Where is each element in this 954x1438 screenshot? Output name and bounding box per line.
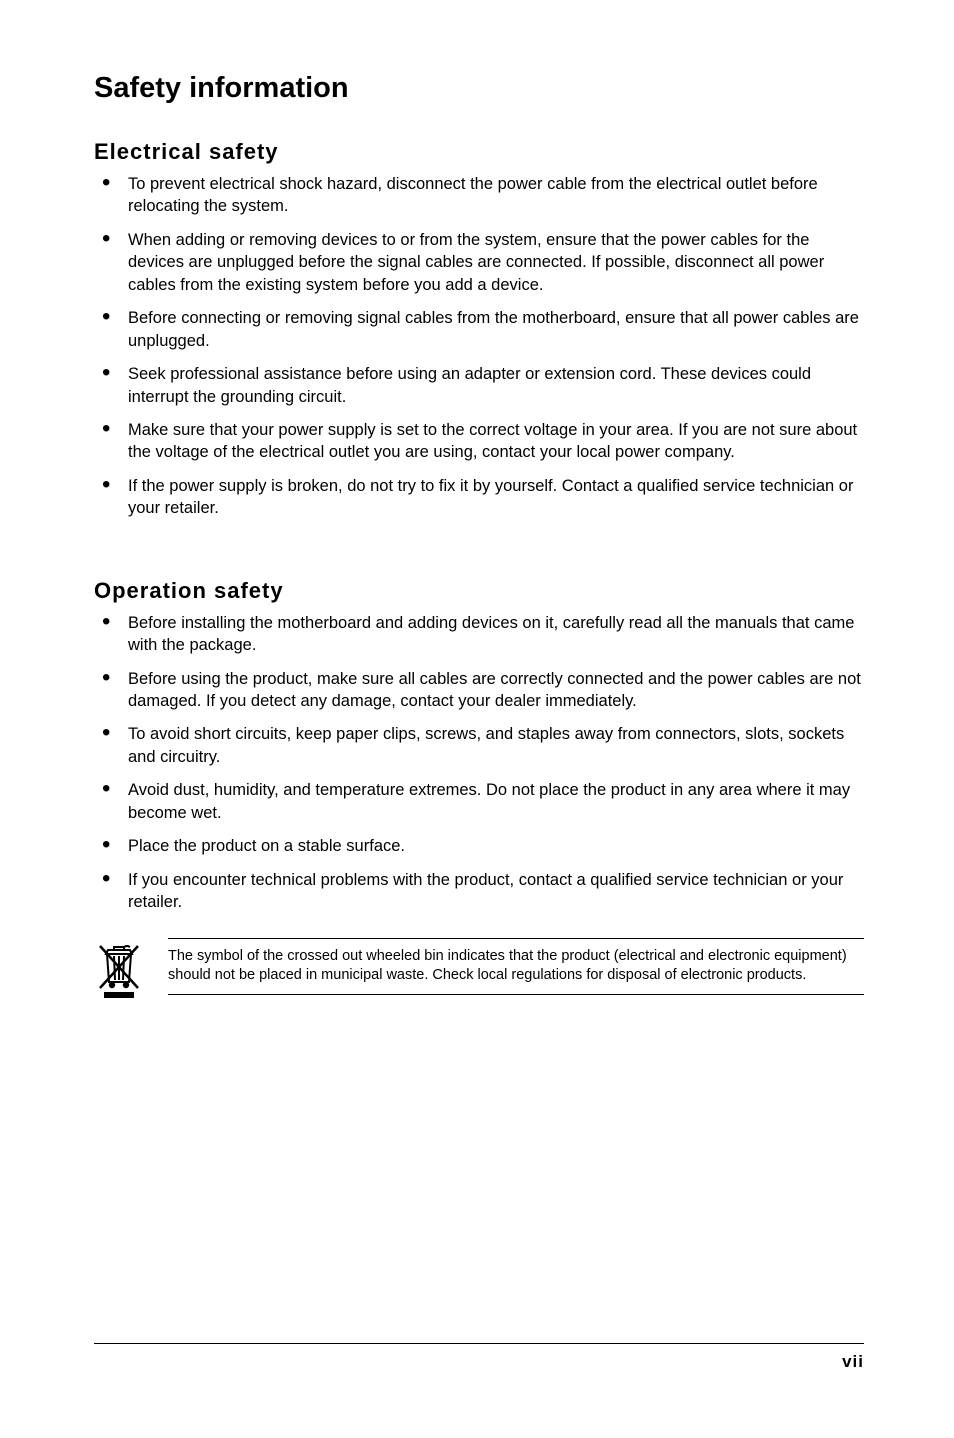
list-item: To prevent electrical shock hazard, disc… <box>94 173 864 218</box>
electrical-safety-list: To prevent electrical shock hazard, disc… <box>94 173 864 520</box>
list-item: Place the product on a stable surface. <box>94 835 864 857</box>
list-item: Before connecting or removing signal cab… <box>94 307 864 352</box>
weee-note-text: The symbol of the crossed out wheeled bi… <box>168 938 864 995</box>
list-item: If the power supply is broken, do not tr… <box>94 475 864 520</box>
list-item: If you encounter technical problems with… <box>94 869 864 914</box>
list-item: Avoid dust, humidity, and temperature ex… <box>94 779 864 824</box>
page-number: vii <box>842 1352 864 1371</box>
weee-crossed-bin-icon <box>96 942 142 1005</box>
list-item: Seek professional assistance before usin… <box>94 363 864 408</box>
section-heading-operation: Operation safety <box>94 578 864 604</box>
list-item: Make sure that your power supply is set … <box>94 419 864 464</box>
page-footer: vii <box>94 1343 864 1372</box>
list-item: Before using the product, make sure all … <box>94 668 864 713</box>
section-heading-electrical: Electrical safety <box>94 139 864 165</box>
page-title: Safety information <box>94 72 864 105</box>
list-item: Before installing the motherboard and ad… <box>94 612 864 657</box>
list-item: When adding or removing devices to or fr… <box>94 229 864 296</box>
operation-safety-list: Before installing the motherboard and ad… <box>94 612 864 914</box>
list-item: To avoid short circuits, keep paper clip… <box>94 723 864 768</box>
weee-note: The symbol of the crossed out wheeled bi… <box>94 938 864 1005</box>
